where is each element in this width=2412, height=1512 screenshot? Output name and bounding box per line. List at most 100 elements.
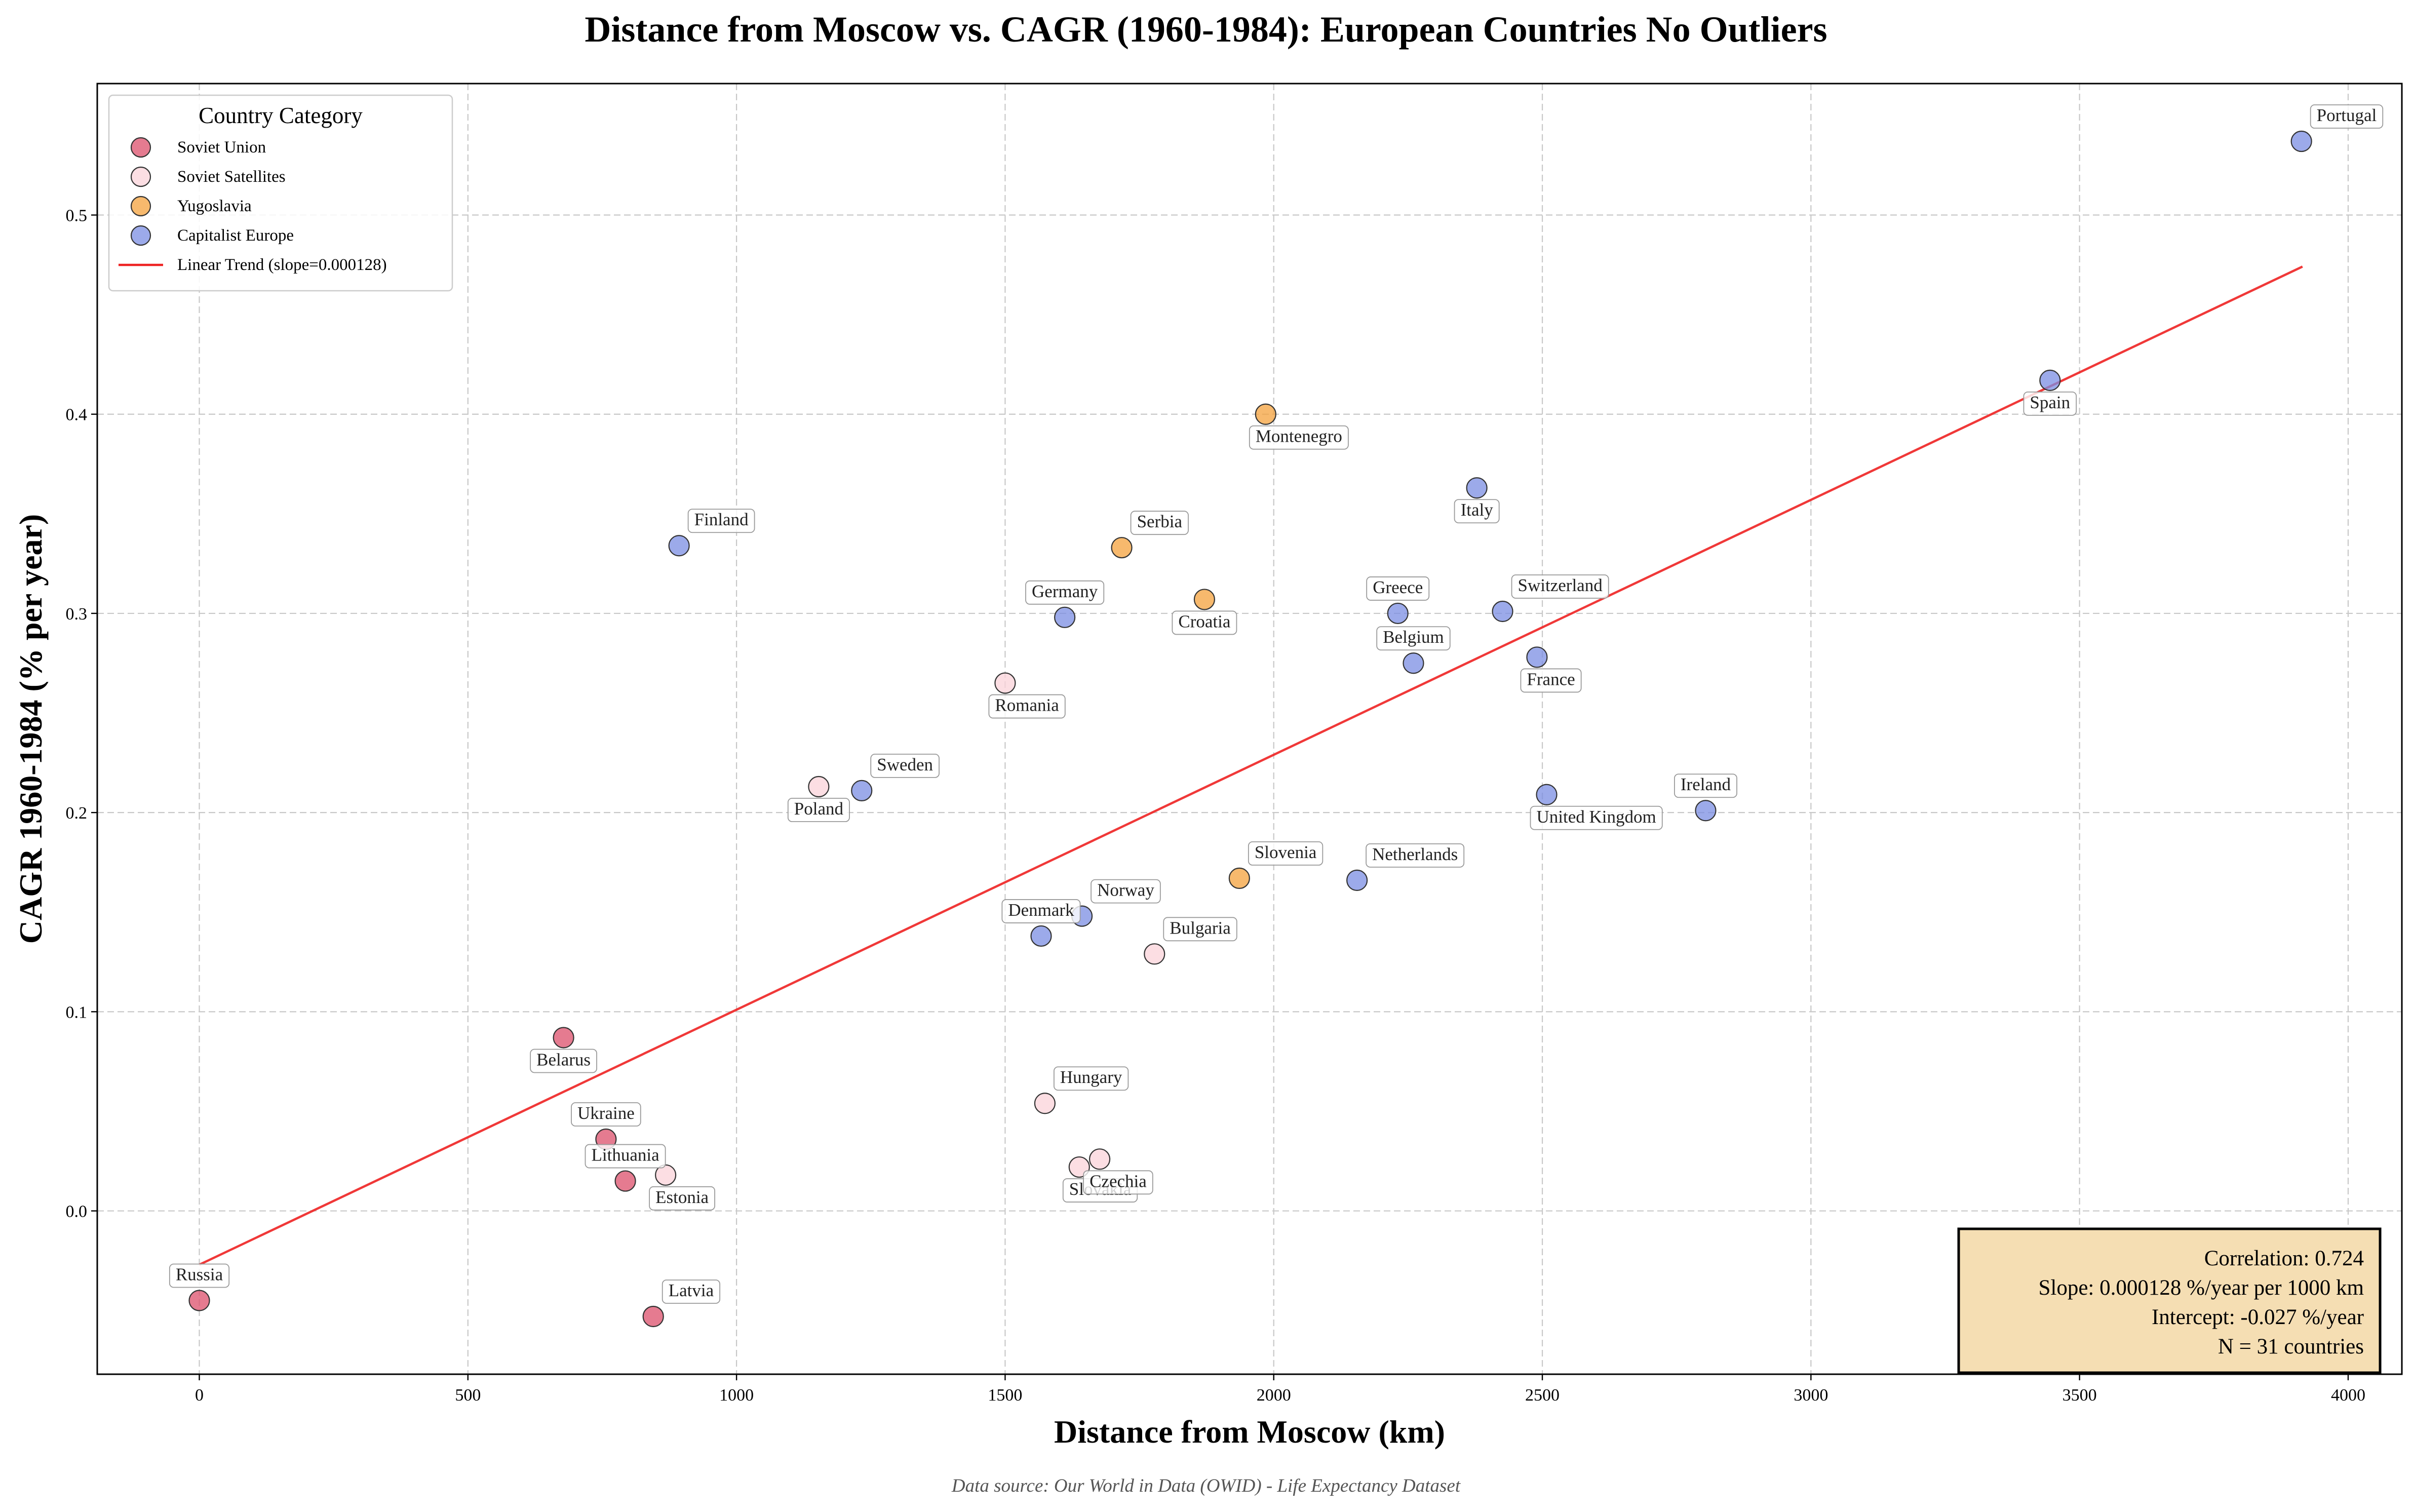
- data-point: [1255, 403, 1276, 425]
- point-label-box: [662, 1280, 721, 1304]
- point-label-text: Estonia: [655, 1187, 709, 1207]
- data-point: [668, 535, 690, 557]
- x-tick-label: 3000: [1794, 1386, 1828, 1405]
- point-label-text: Czechia: [1090, 1171, 1147, 1191]
- point-label-box: [1248, 841, 1324, 866]
- point-label-text: Romania: [995, 695, 1059, 715]
- point-label-box: [1366, 843, 1465, 868]
- point-label-box: [649, 1186, 716, 1211]
- legend-marker: [130, 196, 151, 217]
- legend-marker: [130, 225, 151, 246]
- legend-label: Soviet Union: [177, 138, 266, 157]
- legend-items: Soviet Union Soviet Satellites Yugoslavia C…: [119, 137, 387, 274]
- legend-marker: [130, 166, 151, 187]
- point-label-box: [870, 753, 940, 778]
- point-label-text: Ukraine: [577, 1103, 635, 1123]
- point-label-text: Bulgaria: [1170, 918, 1231, 938]
- point-label-box: [1001, 899, 1081, 923]
- trend-line: [199, 265, 2303, 1266]
- point-label-text: Netherlands: [1372, 844, 1458, 864]
- point-label: Estonia: [649, 1186, 716, 1211]
- point-label-text: Norway: [1097, 880, 1154, 900]
- point-label-box: [169, 1263, 230, 1288]
- point-label: Serbia: [1130, 511, 1189, 535]
- plot-frame: [96, 83, 2403, 1375]
- trend-line-layer: [199, 265, 2303, 1266]
- y-axis-label: CAGR 1960-1984 (% per year): [13, 514, 49, 944]
- x-tick-label: 3500: [2063, 1386, 2097, 1405]
- point-label-text: Montenegro: [1256, 427, 1342, 446]
- stats-box-background: [1957, 1227, 2382, 1374]
- legend-label: Linear Trend (slope=0.000128): [177, 256, 387, 274]
- legend-box: [108, 94, 453, 292]
- data-point: [1144, 943, 1165, 965]
- point-label-box: [1511, 574, 1609, 599]
- point-label: Lithuania: [585, 1144, 666, 1169]
- data-point: [1526, 646, 1548, 668]
- point-label: Latvia: [662, 1280, 721, 1304]
- data-point: [2039, 369, 2061, 391]
- point-label-box: [1249, 425, 1349, 450]
- point-label-text: Greece: [1373, 577, 1423, 597]
- legend-label: Yugoslavia: [177, 197, 252, 215]
- legend-title: Country Category: [199, 103, 363, 128]
- point-label: Russia: [169, 1263, 230, 1288]
- point-label: Montenegro: [1249, 425, 1349, 450]
- point-label-box: [571, 1102, 641, 1127]
- chart-title: Distance from Moscow vs. CAGR (1960-1984…: [585, 9, 1827, 50]
- point-label-box: [1091, 879, 1161, 904]
- x-tick-label: 0: [195, 1386, 204, 1405]
- point-label-text: Slovenia: [1255, 842, 1317, 862]
- point-label: Germany: [1025, 580, 1105, 605]
- point-label-box: [1025, 580, 1105, 605]
- point-label-text: Croatia: [1178, 611, 1230, 631]
- data-points: [188, 130, 2312, 1328]
- y-tick-label: 0.0: [66, 1203, 88, 1221]
- data-point: [1034, 1093, 1056, 1114]
- point-label: Belarus: [530, 1049, 597, 1073]
- y-tick-label: 0.1: [66, 1003, 88, 1022]
- y-tick-label: 0.4: [66, 406, 88, 424]
- axis-ticks: 0 500 1000 1500 2000 2500 3000 3500 4000 0.0 0.1 0.…: [66, 207, 2365, 1405]
- y-tick-label: 0.3: [66, 605, 88, 624]
- x-tick-label: 4000: [2331, 1386, 2365, 1405]
- data-point: [1030, 925, 1052, 947]
- point-label-box: [1376, 626, 1451, 651]
- point-label-text: France: [1527, 669, 1575, 689]
- point-label-text: Hungary: [1060, 1067, 1122, 1087]
- data-point: [1346, 869, 1368, 891]
- y-tick-label: 0.2: [66, 804, 88, 823]
- point-label-text: Portugal: [2317, 105, 2377, 125]
- data-source-note: Data source: Our World in Data (OWID) - …: [951, 1476, 1461, 1496]
- point-label: Hungary: [1054, 1066, 1129, 1091]
- stats-correlation: Correlation: 0.724: [2204, 1247, 2364, 1270]
- legend-marker: [130, 137, 151, 158]
- point-label-box: [787, 798, 850, 822]
- data-point: [994, 672, 1016, 694]
- point-label-text: Serbia: [1137, 512, 1183, 531]
- point-label-box: [1054, 1066, 1129, 1091]
- point-label-text: Spain: [2030, 393, 2070, 412]
- point-label: Finland: [687, 509, 755, 533]
- point-label-text: Belgium: [1383, 627, 1444, 647]
- point-label-box: [1130, 511, 1189, 535]
- point-label-box: [988, 694, 1066, 719]
- point-label: Netherlands: [1366, 843, 1465, 868]
- point-label-text: United Kingdom: [1537, 807, 1656, 827]
- legend: Country Category Soviet Union Soviet Sate…: [108, 94, 453, 292]
- point-label: Czechia: [1083, 1170, 1153, 1195]
- stats-slope: Slope: 0.000128 %/year per 1000 km: [2038, 1276, 2364, 1300]
- grid-lines: [97, 84, 2402, 1374]
- data-point: [851, 780, 873, 801]
- data-point: [808, 776, 830, 798]
- point-label-box: [1163, 917, 1237, 942]
- point-label-box: [1520, 668, 1582, 693]
- data-point: [1054, 606, 1076, 628]
- point-label-text: Belarus: [536, 1050, 591, 1069]
- data-point: [614, 1170, 636, 1192]
- data-point: [1193, 589, 1216, 610]
- data-point: [553, 1027, 574, 1049]
- y-tick-label: 0.5: [66, 207, 88, 225]
- data-point: [2290, 130, 2312, 152]
